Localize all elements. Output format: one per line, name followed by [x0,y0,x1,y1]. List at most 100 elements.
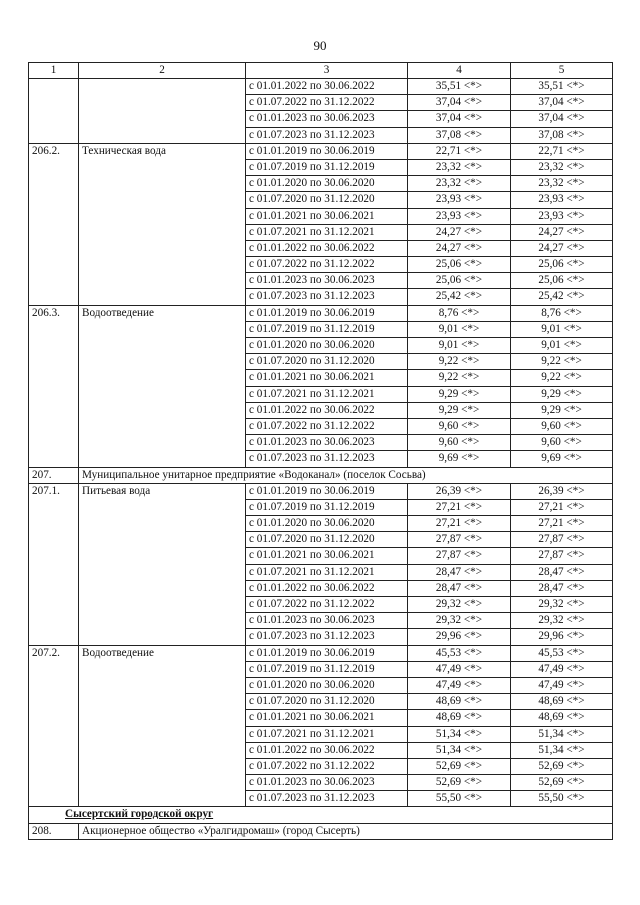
item-number: 207.2. [28,644,79,808]
tariff-col4-cell: 9,22 <*> [407,369,511,387]
tariff-col5-cell: 48,69 <*> [510,693,613,711]
tariff-col5-cell: 47,49 <*> [510,660,613,678]
tariff-col5-cell: 35,51 <*> [510,77,613,96]
header-cell: 4 [407,62,511,79]
tariff-col4-cell: 25,06 <*> [407,256,511,274]
item-number: 207.1. [28,482,79,646]
tariff-col4-cell: 9,29 <*> [407,401,511,419]
period-cell: с 01.01.2021 по 30.06.2021 [245,207,408,225]
table-row: с 01.07.2020 по 31.12.2020 9,22 <*> 9,22 <… [29,353,613,371]
period-cell: с 01.07.2022 по 31.12.2022 [245,417,408,436]
table-row: с 01.01.2021 по 30.06.2021 23,93 <*> 23,93… [29,207,613,225]
tariff-col5-cell: 37,08 <*> [510,126,613,144]
service-name: Техническая вода [78,142,246,306]
tariff-col4-cell: 8,76 <*> [407,304,511,322]
tariff-col4-cell: 23,32 <*> [407,158,511,177]
period-cell: с 01.07.2021 по 31.12.2021 [245,725,408,743]
tariff-col4-cell: 27,87 <*> [407,547,511,565]
tariff-col5-cell: 51,34 <*> [510,741,613,759]
tariff-col4-cell: 45,53 <*> [407,644,511,662]
tariff-col4-cell: 51,34 <*> [407,741,511,759]
table-row: с 01.01.2023 по 30.06.2023 52,69 <*> 52,69… [29,774,613,792]
tariff-col4-cell: 9,22 <*> [407,353,511,371]
period-cell: с 01.07.2020 по 31.12.2020 [245,191,408,209]
tariff-col5-cell: 55,50 <*> [510,790,613,808]
tariff-col5-cell: 25,06 <*> [510,256,613,274]
tariff-col5-cell: 48,69 <*> [510,709,613,727]
tariff-col4-cell: 37,08 <*> [407,126,511,144]
period-cell: с 01.07.2023 по 31.12.2023 [245,450,408,468]
header-cell: 1 [28,62,79,79]
tariff-col5-cell: 52,69 <*> [510,757,613,776]
tariff-col4-cell: 51,34 <*> [407,725,511,743]
period-cell: с 01.01.2021 по 30.06.2021 [245,369,408,387]
tariff-col5-cell: 27,21 <*> [510,498,613,517]
tariff-col4-cell: 55,50 <*> [407,790,511,808]
tariff-col5-cell: 52,69 <*> [510,774,613,792]
period-cell: с 01.01.2021 по 30.06.2021 [245,547,408,565]
period-cell: с 01.07.2021 по 31.12.2021 [245,563,408,581]
page-number: 90 [313,38,327,53]
item-number: 206.2. [28,142,79,306]
tariff-col5-cell: 24,27 <*> [510,239,613,258]
table-row: с 01.07.2019 по 31.12.2019 9,01 <*> 9,01 <… [29,320,613,339]
period-cell: с 01.07.2020 по 31.12.2020 [245,531,408,549]
region-heading: Сысертский городской округ [28,806,613,824]
tariff-col4-cell: 25,42 <*> [407,288,511,306]
period-cell: с 01.01.2020 по 30.06.2020 [245,336,408,355]
tariff-col5-cell: 8,76 <*> [510,304,613,322]
tariff-col5-cell: 9,69 <*> [510,450,613,468]
tariff-col4-cell: 29,96 <*> [407,628,511,646]
table-row: 206.2. Техническая вода с 01.01.2019 по 30… [28,142,613,306]
period-cell: с 01.01.2020 по 30.06.2020 [245,676,408,695]
period-cell: с 01.07.2022 по 31.12.2022 [245,94,408,112]
table-row: с 01.01.2023 по 30.06.2023 29,32 <*> 29,32… [29,612,613,630]
tariff-col4-cell: 9,29 <*> [407,385,511,403]
tariff-col5-cell: 45,53 <*> [510,644,613,662]
table-row: с 01.07.2023 по 31.12.2023 25,42 <*> 25,42… [29,288,613,306]
tariff-col4-cell: 48,69 <*> [407,693,511,711]
table-row: с 01.01.2023 по 30.06.2023 37,04 <*> 37,04… [29,110,613,128]
period-cell: с 01.01.2019 по 30.06.2019 [245,304,408,322]
tariff-col4-cell: 24,27 <*> [407,239,511,258]
service-name: Питьевая вода [78,482,246,646]
table-row: с 01.07.2019 по 31.12.2019 23,32 <*> 23,32… [29,158,613,177]
tariff-col4-cell: 35,51 <*> [407,77,511,96]
period-cell: с 01.01.2023 по 30.06.2023 [245,272,408,290]
tariff-col4-cell: 23,93 <*> [407,207,511,225]
item-number: 208. [28,822,79,840]
tariff-col5-cell: 23,32 <*> [510,158,613,177]
header-cell: 2 [78,62,246,79]
header-cell: 5 [510,62,613,79]
tariff-col5-cell: 28,47 <*> [510,563,613,581]
table-row: с 01.01.2022 по 30.06.2022 35,51 <*> 35,51… [28,77,613,144]
item-number: 206.3. [28,304,79,468]
period-cell: с 01.07.2019 по 31.12.2019 [245,158,408,177]
tariff-col4-cell: 48,69 <*> [407,709,511,727]
period-cell: с 01.07.2023 по 31.12.2023 [245,288,408,306]
period-cell: с 01.01.2021 по 30.06.2021 [245,709,408,727]
tariff-col5-cell: 23,32 <*> [510,175,613,193]
tariff-col4-cell: 28,47 <*> [407,579,511,598]
period-cell: с 01.01.2022 по 30.06.2022 [245,77,408,96]
table-row: 206.3. Водоотведение с 01.01.2019 по 30.06… [28,304,613,468]
tariff-col4-cell: 24,27 <*> [407,223,511,241]
tariff-col4-cell: 27,21 <*> [407,515,511,533]
tariff-col5-cell: 37,04 <*> [510,94,613,112]
period-cell: с 01.01.2019 по 30.06.2019 [245,644,408,662]
table-row: с 01.01.2023 по 30.06.2023 9,60 <*> 9,60 <… [29,434,613,452]
tariff-col5-cell: 28,47 <*> [510,579,613,598]
tariff-col4-cell: 52,69 <*> [407,757,511,776]
tariff-col5-cell: 9,22 <*> [510,369,613,387]
table-row: 207.1. Питьевая вода с 01.01.2019 по 30.06… [28,482,613,646]
table-row: с 01.01.2021 по 30.06.2021 27,87 <*> 27,87… [29,547,613,565]
period-cell: с 01.01.2019 по 30.06.2019 [245,482,408,500]
period-cell: с 01.01.2020 по 30.06.2020 [245,515,408,533]
period-cell: с 01.01.2022 по 30.06.2022 [245,239,408,258]
tariff-col5-cell: 9,01 <*> [510,320,613,339]
tariff-col5-cell: 9,22 <*> [510,353,613,371]
table-row: с 01.01.2022 по 30.06.2022 9,29 <*> 9,29 <… [29,401,613,419]
table-row: с 01.07.2020 по 31.12.2020 48,69 <*> 48,69… [29,693,613,711]
period-cell: с 01.07.2022 по 31.12.2022 [245,757,408,776]
tariff-col4-cell: 25,06 <*> [407,272,511,290]
